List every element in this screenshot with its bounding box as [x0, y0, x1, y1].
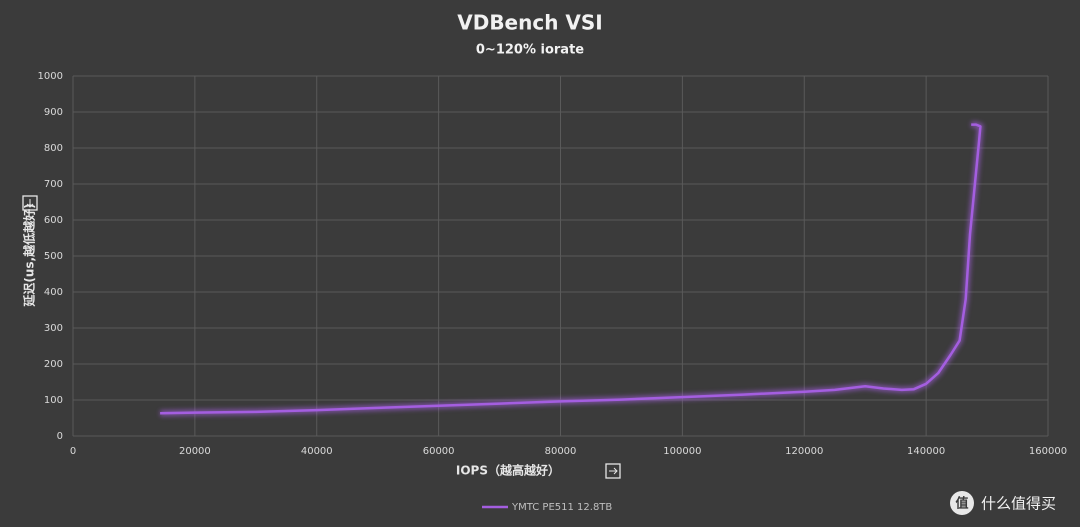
x-tick-label: 160000: [1029, 446, 1067, 457]
x-tick-label: 20000: [179, 446, 211, 457]
chart-title: VDBench VSI: [457, 11, 603, 35]
y-tick-label: 500: [44, 251, 63, 262]
y-tick-label: 700: [44, 179, 63, 190]
y-tick-label: 300: [44, 323, 63, 334]
y-tick-label: 1000: [38, 71, 63, 82]
y-arrow-icon: [22, 195, 38, 211]
watermark: 值 什么值得买: [950, 491, 1056, 515]
y-tick-label: 800: [44, 143, 63, 154]
legend-label: YMTC PE511 12.8TB: [511, 502, 612, 513]
x-arrow-icon: [605, 463, 621, 479]
x-tick-label: 40000: [301, 446, 333, 457]
y-tick-label: 900: [44, 107, 63, 118]
y-tick-label: 100: [44, 395, 63, 406]
watermark-logo: 值: [955, 496, 968, 512]
x-tick-label: 120000: [785, 446, 823, 457]
y-tick-label: 200: [44, 359, 63, 370]
x-tick-label: 80000: [545, 446, 577, 457]
y-tick-label: 400: [44, 287, 63, 298]
y-tick-label: 0: [57, 431, 63, 442]
y-axis-title: 延迟(us,越低越好): [22, 203, 37, 307]
x-tick-label: 0: [70, 446, 76, 457]
x-tick-label: 100000: [663, 446, 701, 457]
x-axis-title: IOPS（越高越好）: [456, 463, 560, 478]
x-tick-label: 140000: [907, 446, 945, 457]
chart-subtitle: 0~120% iorate: [476, 43, 584, 58]
line: [160, 123, 982, 415]
x-tick-label: 60000: [423, 446, 455, 457]
line-glow: [160, 121, 984, 417]
watermark-text: 什么值得买: [981, 495, 1056, 513]
y-tick-label: 600: [44, 215, 63, 226]
